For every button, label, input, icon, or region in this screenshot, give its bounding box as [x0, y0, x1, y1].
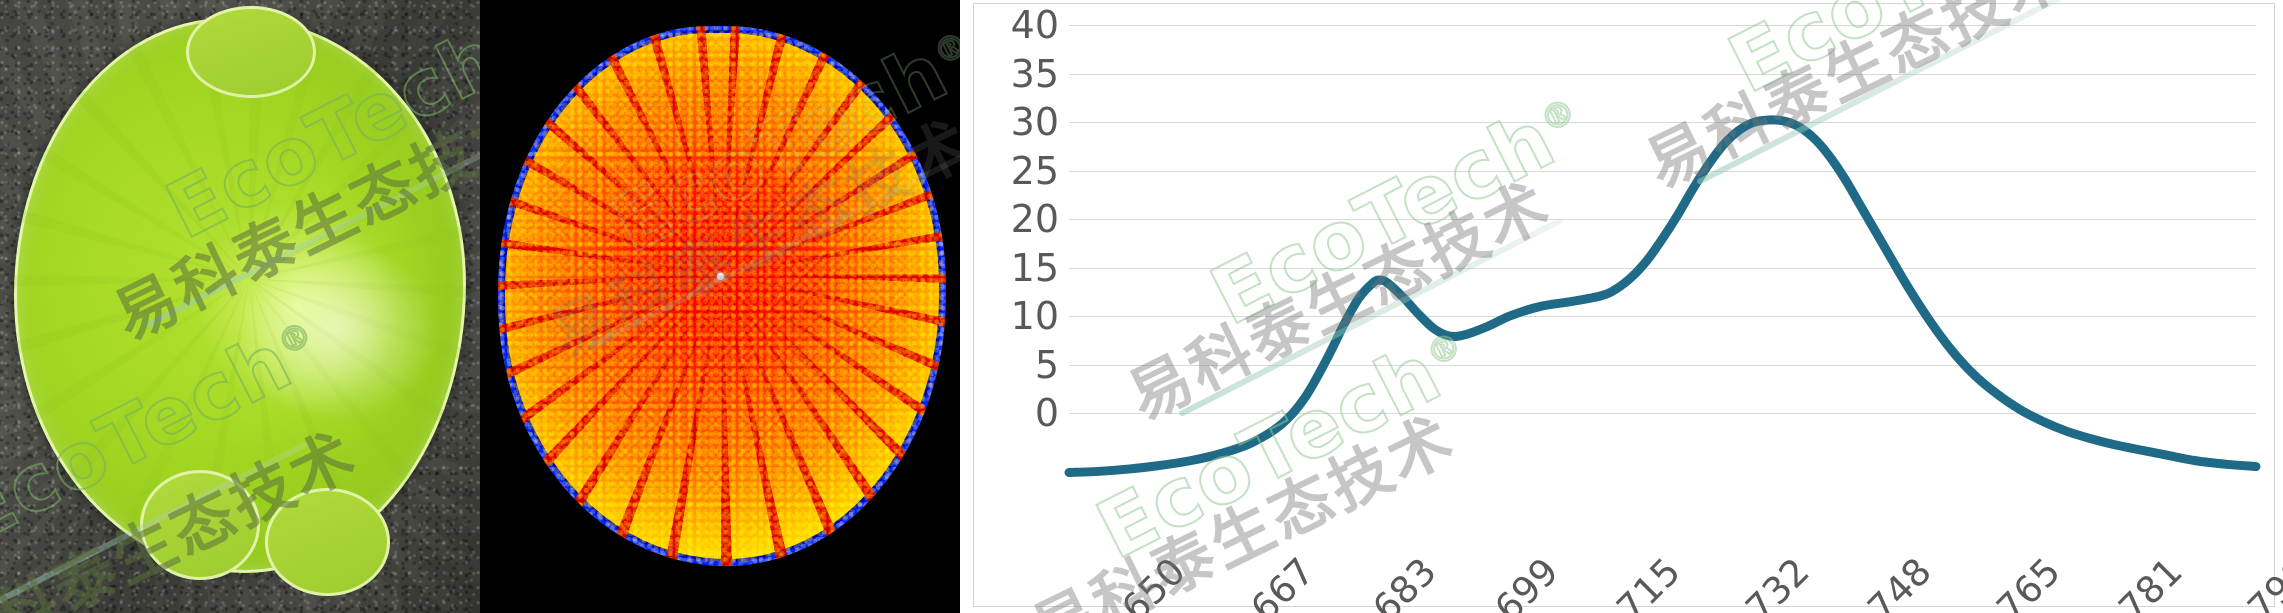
leaf-lobe	[186, 6, 316, 98]
y-axis-tick-label: 25	[1010, 148, 1059, 193]
gridline	[1069, 316, 2256, 317]
x-axis-tick-label: 667	[1242, 549, 1324, 613]
chart-frame: 40 35 30 25 20 15 10 5 0 650 667 683 699 715 732 748 76…	[973, 0, 2283, 613]
x-axis-tick-label: 699	[1486, 549, 1567, 613]
leaf-fluorescence-panel: EcoTech® 易科泰生态技术	[480, 0, 960, 613]
gridline	[1069, 413, 2256, 414]
gridline	[1069, 170, 2256, 172]
gridline	[1069, 219, 2256, 220]
y-axis-tick-label: 0	[1034, 391, 1059, 435]
y-axis-tick-label: 40	[1010, 3, 1059, 47]
leaf-specimen-fluorescence	[498, 26, 946, 566]
gridline	[1069, 122, 2256, 123]
y-axis-tick-label: 15	[1010, 245, 1059, 290]
x-axis-tick-label: 650	[1113, 549, 1194, 613]
gridline	[1069, 267, 2256, 269]
x-axis-tick-label: 748	[1859, 549, 1940, 613]
y-axis-tick-label: 35	[1010, 51, 1059, 96]
gridline	[1069, 25, 2256, 26]
y-axis-tick-label: 20	[1010, 197, 1059, 241]
chart-x-axis-labels: 650 667 683 699 715 732 748 765 781 798	[1069, 418, 2283, 613]
gridline	[1069, 364, 2256, 366]
chart-plot-area: 40 35 30 25 20 15 10 5 0	[1011, 6, 2256, 432]
y-axis-tick-label: 5	[1034, 342, 1059, 387]
x-axis-tick-label: 715	[1607, 549, 1689, 613]
y-axis-tick-label: 30	[1010, 100, 1059, 144]
x-axis-tick-label: 732	[1737, 549, 1818, 613]
leaf-rgb-photo-panel: EcoTech® 易科泰生态技术 EcoTech® 易科泰生态技术	[0, 0, 480, 613]
chart-gridlines: 40 35 30 25 20 15 10 5 0	[1011, 6, 2256, 432]
leaf-lobe	[265, 488, 390, 596]
x-axis-tick-label: 683	[1364, 549, 1445, 613]
gridline	[1069, 73, 2256, 75]
y-axis-tick-label: 10	[1010, 294, 1059, 338]
spectrum-chart-panel: 40 35 30 25 20 15 10 5 0 650 667 683 699 715 732 748 76…	[960, 0, 2283, 613]
leaf-center-marker	[717, 272, 724, 280]
x-axis-tick-label: 781	[2110, 549, 2191, 613]
x-axis-tick-label: 798	[2239, 549, 2283, 613]
leaf-lobe	[140, 470, 260, 580]
x-axis-tick-label: 765	[1988, 549, 2069, 613]
